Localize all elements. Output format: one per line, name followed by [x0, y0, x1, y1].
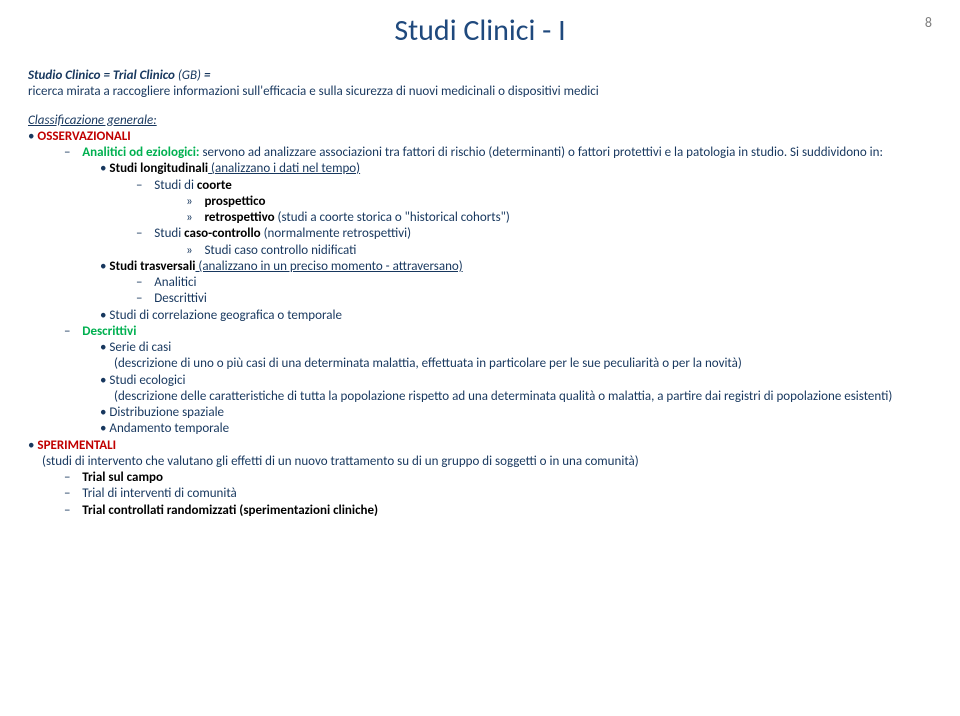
outline-root: OSSERVAZIONALI Analitici od eziologici: … [28, 129, 932, 519]
sperimentali-desc-item: (studi di intervento che valutano gli ef… [28, 454, 932, 470]
page-number: 8 [925, 14, 932, 32]
distribuzione-item: Distribuzione spaziale [100, 405, 932, 421]
ecologici-desc: (descrizione delle caratteristiche di tu… [114, 389, 892, 404]
coorte-item: Studi di coorte [136, 178, 932, 194]
correlazione-item: Studi di correlazione geografica o tempo… [100, 308, 932, 324]
descrittivi-item: Descrittivi [64, 324, 932, 340]
subtitle-rest: = [201, 68, 210, 83]
caso-controllo-nid-label: Studi caso controllo nidificati [204, 243, 356, 258]
trasv-descrittivi-item: Descrittivi [136, 291, 932, 307]
ecologici-item: Studi ecologici [100, 373, 932, 389]
andamento-label: Andamento temporale [109, 421, 229, 436]
retrospettivo-label: retrospettivo [204, 210, 274, 225]
retrospettivo-item: retrospettivo (studi a coorte storica o … [186, 210, 932, 226]
descrittivi-label: Descrittivi [82, 324, 136, 339]
caso-controllo-label: caso-controllo [184, 226, 261, 241]
coorte-label: coorte [197, 178, 232, 193]
retrospettivo-desc: (studi a coorte storica o "historical co… [275, 210, 510, 225]
serie-casi-desc: (descrizione di uno o più casi di una de… [114, 356, 742, 371]
serie-casi-desc-item: (descrizione di uno o più casi di una de… [100, 356, 932, 372]
trasversali-under: (analizzano in un preciso momento - attr… [195, 259, 462, 274]
subtitle-block: Studio Clinico = Trial Clinico (GB) = ri… [28, 68, 932, 101]
sperimentali-label: SPERIMENTALI [37, 438, 116, 453]
serie-casi-item: Serie di casi [100, 340, 932, 356]
sperimentali-item: SPERIMENTALI [28, 438, 932, 454]
sperimentali-desc: (studi di intervento che valutano gli ef… [42, 454, 639, 469]
trial-campo-label: Trial sul campo [82, 470, 163, 485]
trial-comunita-label: Trial di interventi di comunità [82, 486, 237, 501]
trasversali-label: Studi trasversali [109, 259, 195, 274]
analitici-label: Analitici od eziologici: [82, 145, 199, 160]
distribuzione-label: Distribuzione spaziale [109, 405, 224, 420]
trial-random-item: Trial controllati randomizzati (sperimen… [64, 503, 932, 519]
serie-casi-label: Serie di casi [109, 340, 171, 355]
title-row: Studi Clinici - I 8 [28, 12, 932, 58]
trasversali-item: Studi trasversali (analizzano in un prec… [100, 259, 932, 275]
slide-title: Studi Clinici - I [394, 12, 565, 50]
coorte-pre: Studi di [154, 178, 197, 193]
caso-controllo-nid-item: Studi caso controllo nidificati [186, 243, 932, 259]
longitudinal-under: (analizzano i dati nel tempo) [208, 161, 360, 176]
trial-random-label: Trial controllati randomizzati (sperimen… [82, 503, 378, 518]
osservazionali-item: OSSERVAZIONALI [28, 129, 932, 145]
analitici-item: Analitici od eziologici: servono ad anal… [64, 145, 932, 161]
caso-controllo-desc: (normalmente retrospettivi) [261, 226, 411, 241]
ecologici-desc-item: (descrizione delle caratteristiche di tu… [100, 389, 932, 405]
longitudinal-label: Studi longitudinali [109, 161, 208, 176]
correlazione-label: Studi di correlazione geografica o tempo… [109, 308, 342, 323]
andamento-item: Andamento temporale [100, 421, 932, 437]
subtitle-lead: Studio Clinico = Trial Clinico [28, 68, 178, 83]
prospettico-label: prospettico [204, 194, 265, 209]
trasv-descrittivi-label: Descrittivi [154, 291, 207, 306]
trial-comunita-item: Trial di interventi di comunità [64, 486, 932, 502]
trasv-analitici-item: Analitici [136, 275, 932, 291]
longitudinal-item: Studi longitudinali (analizzano i dati n… [100, 161, 932, 177]
caso-controllo-item: Studi caso-controllo (normalmente retros… [136, 226, 932, 242]
analitici-desc: servono ad analizzare associazioni tra f… [200, 145, 883, 160]
studi-text: Studi [154, 226, 184, 241]
subtitle-line2: ricerca mirata a raccogliere informazion… [28, 84, 599, 99]
classification-header: Classificazione generale: [28, 113, 932, 129]
osservazionali-label: OSSERVAZIONALI [37, 129, 130, 144]
trasv-analitici-label: Analitici [154, 275, 196, 290]
subtitle-gb: (GB) [178, 68, 201, 83]
trial-campo-item: Trial sul campo [64, 470, 932, 486]
prospettico-item: prospettico [186, 194, 932, 210]
ecologici-label: Studi ecologici [109, 373, 185, 388]
